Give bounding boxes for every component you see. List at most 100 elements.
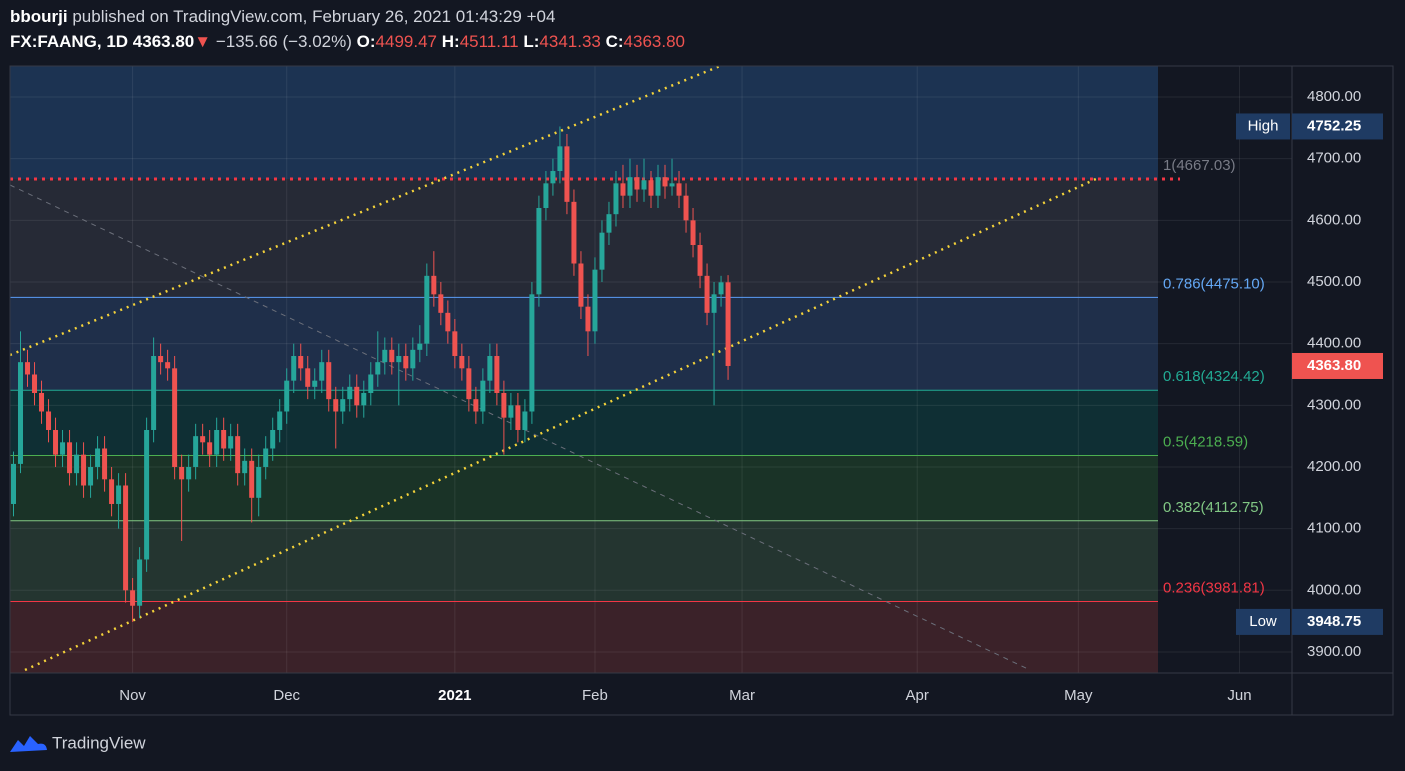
upper-trend-line — [9, 64, 721, 357]
candle-body — [193, 436, 199, 467]
candle-body — [326, 362, 332, 400]
lower-trend-line — [24, 176, 1099, 672]
y-tick-label: 4300.00 — [1307, 396, 1361, 413]
candle-body — [221, 429, 227, 449]
brand: TradingView — [52, 733, 146, 752]
candle-body — [725, 282, 731, 366]
candle-body — [228, 436, 234, 449]
candle-body — [515, 405, 521, 430]
candle-body — [704, 275, 710, 313]
fib-level-label: 0.236(3981.81) — [1163, 579, 1265, 596]
candle-body — [277, 411, 283, 430]
price-badge — [1292, 113, 1383, 140]
candle-body — [270, 429, 276, 449]
candle-body — [697, 245, 703, 276]
candle-body — [452, 331, 458, 356]
candle-body — [711, 294, 717, 313]
fib-level-label: 1(4667.03) — [1163, 157, 1236, 174]
candle-body — [403, 355, 409, 369]
candle-body — [676, 183, 682, 196]
chart-frame — [9, 65, 1394, 716]
candle-body — [67, 442, 73, 474]
candle-body — [508, 405, 514, 418]
fib-level-label: 0.5(4218.59) — [1163, 433, 1248, 450]
price-badge — [1292, 352, 1383, 379]
high-label: H: — [441, 32, 460, 51]
candle-body — [529, 294, 535, 412]
candle-body — [459, 355, 465, 369]
candle-body — [340, 399, 346, 412]
x-tick-label: Dec — [273, 687, 300, 704]
candle-body — [655, 177, 661, 196]
candle-body — [382, 349, 388, 363]
candle-body — [466, 368, 472, 400]
fib-band — [10, 520, 1158, 602]
candle-body — [648, 180, 654, 196]
candle-body — [536, 208, 542, 295]
open-label: O: — [356, 32, 376, 51]
candle-body — [214, 429, 220, 455]
candle-body — [683, 195, 689, 221]
candle-body — [669, 183, 675, 187]
candle-body — [81, 454, 87, 486]
y-tick-label: 4100.00 — [1307, 520, 1361, 537]
candle-body — [109, 479, 115, 504]
candle-body — [445, 312, 451, 332]
candle-body — [620, 183, 626, 196]
candle-body — [424, 275, 430, 344]
candle-body — [431, 275, 437, 295]
candle-body — [494, 355, 500, 393]
badge-name: Low — [1249, 613, 1277, 630]
candle-body — [53, 429, 59, 455]
candle-body — [88, 466, 94, 486]
fib-band — [10, 297, 1158, 391]
candle-body — [137, 559, 143, 606]
fib-level-label: 0.382(4112.75) — [1163, 499, 1264, 516]
fib-band — [10, 66, 1158, 180]
open-value: 4499.47 — [375, 32, 437, 51]
change: −135.66 (−3.02%) — [215, 32, 352, 51]
fib-level-label: 0.786(4475.10) — [1163, 275, 1265, 292]
candle-body — [606, 214, 612, 233]
candle-body — [347, 386, 353, 400]
candle-body — [522, 411, 528, 430]
candle-body — [319, 362, 325, 381]
x-tick-label: Mar — [729, 687, 755, 704]
candle-body — [249, 460, 255, 498]
candle-body — [179, 466, 185, 480]
candle-body — [585, 306, 591, 332]
x-tick-label: Jun — [1227, 687, 1251, 704]
candle-body — [473, 399, 479, 412]
y-tick-label: 3900.00 — [1307, 643, 1361, 660]
fib-level-label: 0.618(4324.42) — [1163, 368, 1265, 385]
candle-body — [305, 368, 311, 387]
fib-band — [10, 601, 1158, 673]
fib-band — [10, 179, 1158, 298]
candle-body — [564, 146, 570, 202]
candle-body — [634, 177, 640, 190]
candle-body — [291, 355, 297, 381]
candle-body — [557, 146, 563, 172]
candle-body — [116, 485, 122, 504]
candle-body — [102, 448, 108, 480]
candle-body — [32, 374, 38, 393]
close-value: 4363.80 — [623, 32, 685, 51]
low-value: 4341.33 — [539, 32, 601, 51]
candle-body — [627, 177, 633, 196]
candle-body — [200, 436, 206, 443]
ohlc-line: FX:FAANG, 1D 4363.80▼ −135.66 (−3.02%) O… — [10, 32, 685, 52]
footer-logo: TradingView — [10, 733, 146, 752]
close-label: C: — [605, 32, 624, 51]
candle-body — [389, 349, 395, 363]
candle-body — [333, 399, 339, 412]
fib-band — [10, 390, 1158, 456]
candle-body — [186, 466, 192, 480]
y-tick-label: 4600.00 — [1307, 211, 1361, 228]
change-arrow: ▼ — [194, 32, 212, 51]
candle-body — [543, 183, 549, 209]
candle-body — [130, 590, 136, 606]
candle-body — [368, 374, 374, 393]
candle-body — [375, 362, 381, 375]
